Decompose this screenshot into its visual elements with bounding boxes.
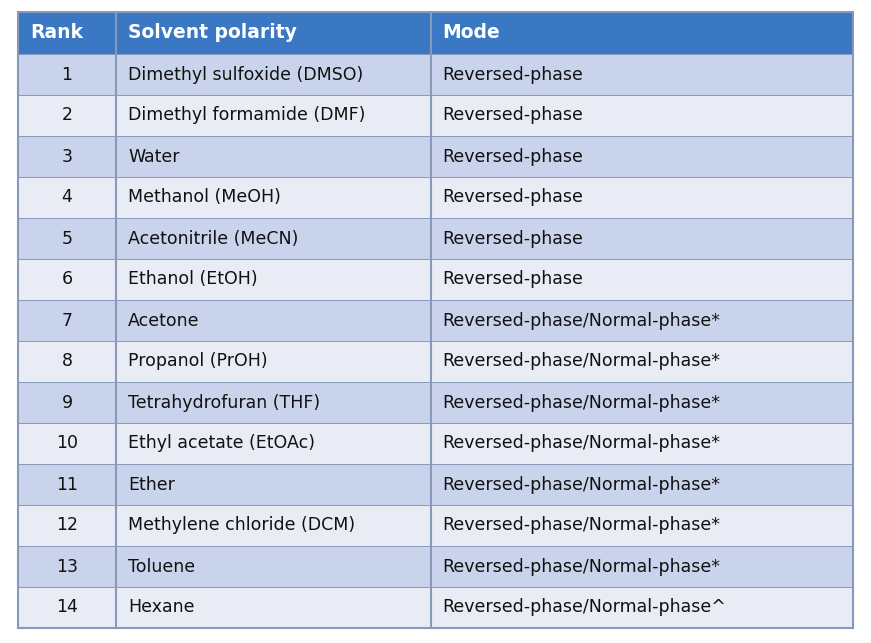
Bar <box>116 259 430 300</box>
Bar <box>116 218 430 259</box>
Bar <box>116 546 430 587</box>
Text: 10: 10 <box>56 435 78 453</box>
Bar <box>116 177 430 218</box>
Bar <box>18 54 116 95</box>
Bar <box>430 587 853 628</box>
Text: 4: 4 <box>62 188 72 206</box>
Bar <box>430 136 853 177</box>
Bar <box>18 12 116 54</box>
Bar <box>116 12 430 54</box>
Text: 11: 11 <box>56 476 78 493</box>
Text: Ethanol (EtOH): Ethanol (EtOH) <box>128 271 258 289</box>
Bar <box>18 177 116 218</box>
Bar <box>18 341 116 382</box>
Bar <box>116 300 430 341</box>
Bar <box>430 423 853 464</box>
Text: Propanol (PrOH): Propanol (PrOH) <box>128 352 268 370</box>
Text: Toluene: Toluene <box>128 557 195 575</box>
Bar <box>116 54 430 95</box>
Bar <box>430 54 853 95</box>
Bar <box>430 95 853 136</box>
Text: Reversed-phase/Normal-phase*: Reversed-phase/Normal-phase* <box>442 435 720 453</box>
Bar <box>430 12 853 54</box>
Bar <box>116 464 430 505</box>
Text: Reversed-phase/Normal-phase*: Reversed-phase/Normal-phase* <box>442 394 720 412</box>
Text: Hexane: Hexane <box>128 599 195 617</box>
Bar <box>116 505 430 546</box>
Bar <box>18 136 116 177</box>
Text: Acetone: Acetone <box>128 311 199 329</box>
Text: Reversed-phase/Normal-phase*: Reversed-phase/Normal-phase* <box>442 476 720 493</box>
Bar <box>116 382 430 423</box>
Bar <box>430 177 853 218</box>
Bar <box>116 136 430 177</box>
Bar <box>430 382 853 423</box>
Bar <box>430 546 853 587</box>
Text: Reversed-phase/Normal-phase*: Reversed-phase/Normal-phase* <box>442 352 720 370</box>
Bar <box>430 218 853 259</box>
Text: Reversed-phase: Reversed-phase <box>442 147 584 165</box>
Text: 8: 8 <box>62 352 72 370</box>
Bar <box>18 587 116 628</box>
Bar <box>430 464 853 505</box>
Text: Ethyl acetate (EtOAc): Ethyl acetate (EtOAc) <box>128 435 315 453</box>
Text: Tetrahydrofuran (THF): Tetrahydrofuran (THF) <box>128 394 321 412</box>
Text: Mode: Mode <box>442 24 500 42</box>
Bar <box>430 341 853 382</box>
Text: Reversed-phase: Reversed-phase <box>442 271 584 289</box>
Text: Methanol (MeOH): Methanol (MeOH) <box>128 188 281 206</box>
Bar <box>116 341 430 382</box>
Text: Water: Water <box>128 147 179 165</box>
Text: Solvent polarity: Solvent polarity <box>128 24 297 42</box>
Bar <box>18 505 116 546</box>
Bar <box>18 218 116 259</box>
Text: Dimethyl sulfoxide (DMSO): Dimethyl sulfoxide (DMSO) <box>128 66 363 84</box>
Text: 12: 12 <box>56 516 78 534</box>
Bar <box>116 95 430 136</box>
Text: Rank: Rank <box>30 24 83 42</box>
Text: Dimethyl formamide (DMF): Dimethyl formamide (DMF) <box>128 107 366 125</box>
Bar <box>430 259 853 300</box>
Text: Reversed-phase: Reversed-phase <box>442 107 584 125</box>
Text: 6: 6 <box>62 271 72 289</box>
Text: Reversed-phase/Normal-phase*: Reversed-phase/Normal-phase* <box>442 516 720 534</box>
Text: Reversed-phase: Reversed-phase <box>442 230 584 248</box>
Bar <box>18 300 116 341</box>
Text: 13: 13 <box>56 557 78 575</box>
Text: Methylene chloride (DCM): Methylene chloride (DCM) <box>128 516 355 534</box>
Text: Reversed-phase: Reversed-phase <box>442 66 584 84</box>
Bar <box>18 464 116 505</box>
Bar <box>18 259 116 300</box>
Bar <box>18 423 116 464</box>
Text: Ether: Ether <box>128 476 175 493</box>
Bar <box>18 95 116 136</box>
Text: Reversed-phase/Normal-phase*: Reversed-phase/Normal-phase* <box>442 557 720 575</box>
Text: 2: 2 <box>62 107 72 125</box>
Text: Reversed-phase/Normal-phase*: Reversed-phase/Normal-phase* <box>442 311 720 329</box>
Bar <box>430 505 853 546</box>
Text: Reversed-phase/Normal-phase^: Reversed-phase/Normal-phase^ <box>442 599 726 617</box>
Text: 5: 5 <box>62 230 72 248</box>
Text: 7: 7 <box>62 311 72 329</box>
Bar <box>116 587 430 628</box>
Text: 3: 3 <box>62 147 72 165</box>
Bar <box>18 546 116 587</box>
Text: 1: 1 <box>62 66 72 84</box>
Bar <box>430 300 853 341</box>
Bar <box>18 382 116 423</box>
Text: 14: 14 <box>57 599 78 617</box>
Text: Acetonitrile (MeCN): Acetonitrile (MeCN) <box>128 230 299 248</box>
Text: 9: 9 <box>62 394 72 412</box>
Text: Reversed-phase: Reversed-phase <box>442 188 584 206</box>
Bar <box>116 423 430 464</box>
